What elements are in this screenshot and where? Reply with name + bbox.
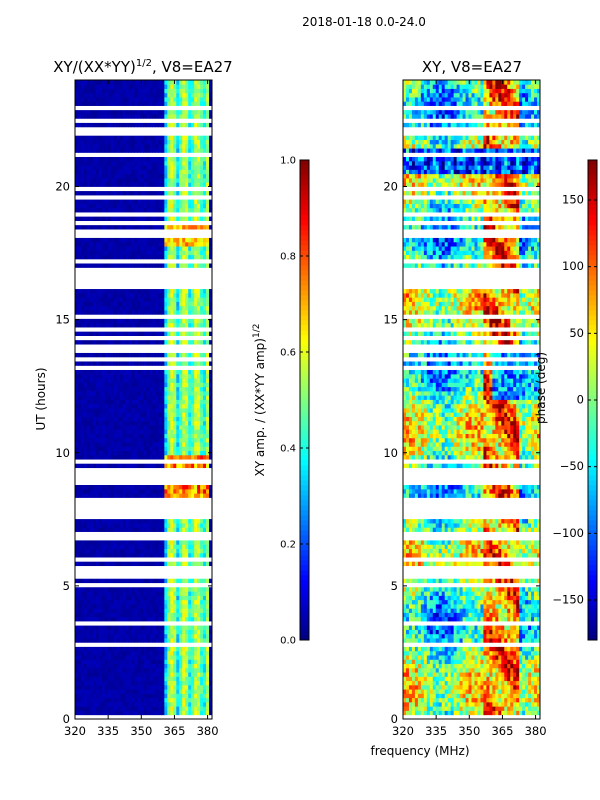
y-tick-label: 20 xyxy=(55,180,70,194)
amplitude-colorbar-ticks: 0.0 0.2 0.4 0.6 0.8 1.0 xyxy=(280,156,309,647)
x-tick-label: 350 xyxy=(458,724,480,738)
shared-xlabel: frequency (MHz) xyxy=(370,744,469,758)
phase-axes: 320 335 350 365 380 0 5 10 15 20 xyxy=(383,80,547,738)
amplitude-colorbar: 0.0 0.2 0.4 0.6 0.8 1.0 XY amp. / (XX*YY amp)… xyxy=(252,156,310,647)
y-tick-label: 15 xyxy=(55,313,70,327)
x-tick-label: 320 xyxy=(392,724,414,738)
x-tick-label: 350 xyxy=(130,724,152,738)
colorbar-tick-label: 0.4 xyxy=(280,444,296,455)
colorbar-tick-label: 0.0 xyxy=(280,636,296,647)
colorbar-tick-label: 0.6 xyxy=(280,348,296,359)
phase-title: XY, V8=EA27 xyxy=(422,58,522,76)
y-tick-label: 0 xyxy=(391,712,398,726)
colorbar-tick-label: 0.8 xyxy=(280,252,296,263)
amplitude-panel: XY/(XX*YY)1/2, V8=EA27 320 335 350 365 380 0 5… xyxy=(34,58,233,738)
amplitude-colorbar-frame xyxy=(299,159,310,641)
y-tick-label: 5 xyxy=(63,579,70,593)
amplitude-axes: 320 335 350 365 380 0 5 10 15 20 xyxy=(55,80,219,738)
x-tick-label: 335 xyxy=(97,724,119,738)
amplitude-axes-frame xyxy=(74,79,213,720)
y-tick-label: 15 xyxy=(383,313,398,327)
colorbar-tick-label: −100 xyxy=(552,526,584,540)
y-tick-label: 10 xyxy=(55,446,70,460)
x-tick-label: 365 xyxy=(491,724,513,738)
amplitude-ylabel: UT (hours) xyxy=(34,367,48,430)
colorbar-tick-label: −150 xyxy=(552,593,584,607)
colorbar-tick-label: 0 xyxy=(577,393,584,407)
phase-colorbar: −150 −100 −50 0 50 100 150 phase (deg) xyxy=(534,159,598,641)
colorbar-tick-label: −50 xyxy=(560,459,584,473)
x-tick-label: 380 xyxy=(525,724,547,738)
amplitude-colorbar-gradient xyxy=(300,160,309,641)
colorbar-tick-label: 100 xyxy=(562,259,584,273)
x-tick-label: 320 xyxy=(64,724,86,738)
x-tick-label: 335 xyxy=(425,724,447,738)
y-tick-label: 5 xyxy=(391,579,398,593)
phase-colorbar-gradient xyxy=(588,160,597,641)
phase-panel: XY, V8=EA27 320 335 350 365 380 0 5 10 15 20 xyxy=(383,58,546,738)
figure-suptitle: 2018-01-18 0.0-24.0 xyxy=(302,15,426,29)
colorbar-tick-label: 1.0 xyxy=(280,156,296,167)
x-tick-label: 380 xyxy=(197,724,219,738)
y-tick-label: 10 xyxy=(383,446,398,460)
colorbar-tick-label: 50 xyxy=(569,326,584,340)
amplitude-heatmap xyxy=(75,80,213,720)
y-tick-label: 20 xyxy=(383,180,398,194)
amplitude-colorbar-label: XY amp. / (XX*YY amp)1/2 xyxy=(252,324,267,477)
phase-axes-frame xyxy=(402,79,541,720)
colorbar-tick-label: 150 xyxy=(562,193,584,207)
phase-colorbar-label: phase (deg) xyxy=(534,352,548,424)
phase-heatmap xyxy=(403,80,541,720)
y-tick-label: 0 xyxy=(63,712,70,726)
x-tick-label: 365 xyxy=(163,724,185,738)
colorbar-tick-label: 0.2 xyxy=(280,540,296,551)
phase-colorbar-ticks: −150 −100 −50 0 50 100 150 xyxy=(552,193,597,607)
amplitude-title: XY/(XX*YY)1/2, V8=EA27 xyxy=(53,58,232,76)
